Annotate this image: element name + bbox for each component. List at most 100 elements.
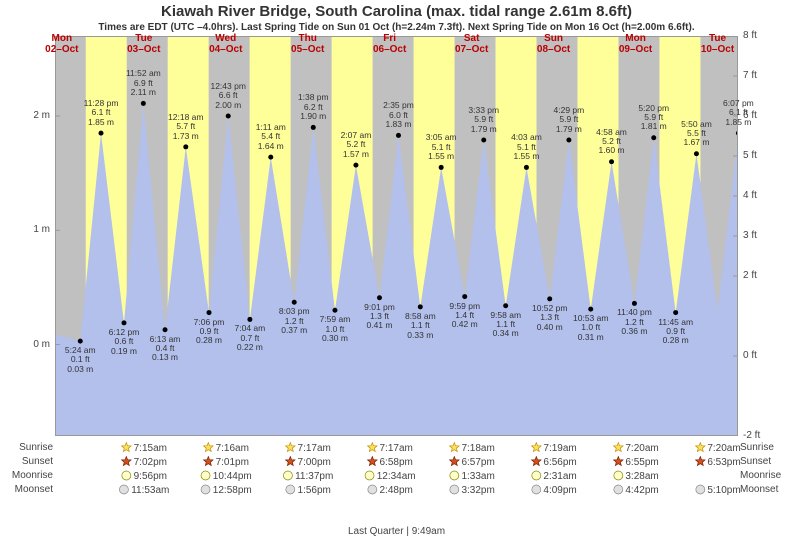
- sunset-entry: 6:53pm: [694, 456, 740, 468]
- moonset-time: 4:42pm: [625, 485, 658, 496]
- moonrise-time: 2:31am: [543, 471, 576, 482]
- high-tide-label: 3:33 pm5.9 ft1.79 m: [468, 106, 499, 134]
- sunset-entry: 6:55pm: [612, 456, 658, 468]
- sunrise-star-icon: [612, 442, 623, 453]
- moonrise-time: 11:37pm: [295, 471, 333, 482]
- moonset-moon-icon: [694, 484, 705, 495]
- sunset-entry: 7:02pm: [121, 456, 167, 468]
- sunset-entry: 7:00pm: [285, 456, 331, 468]
- high-tide-label: 5:50 am5.5 ft1.67 m: [681, 120, 712, 148]
- y-left-tick: 1 m: [5, 224, 50, 235]
- moonset-entry: 12:58pm: [200, 484, 252, 496]
- moonrise-time: 3:28am: [625, 471, 658, 482]
- sunrise-label: Sunrise: [5, 442, 53, 453]
- high-tide-label: 11:52 am6.9 ft2.11 m: [126, 69, 161, 97]
- moonrise-entry: 9:56pm: [121, 470, 167, 482]
- moonrise-moon-icon: [530, 470, 541, 481]
- moonrise-moon-icon: [364, 470, 375, 481]
- date-header: Sat07–Oct: [447, 33, 497, 55]
- y-right-tick: 7 ft: [743, 70, 788, 81]
- low-tide-label: 10:53 am1.0 ft0.31 m: [573, 314, 608, 342]
- low-tide-label: 9:59 pm1.4 ft0.42 m: [449, 302, 480, 330]
- date-header: Sun08–Oct: [529, 33, 579, 55]
- moonrise-moon-icon: [612, 470, 623, 481]
- moonrise-entry: 10:44pm: [200, 470, 252, 482]
- low-tide-label: 7:59 am1.0 ft0.30 m: [320, 315, 351, 343]
- y-left-tick: 2 m: [5, 110, 50, 121]
- sunrise-entry: 7:18am: [448, 442, 494, 454]
- sunrise-star-icon: [285, 442, 296, 453]
- chart-title: Kiawah River Bridge, South Carolina (max…: [0, 3, 793, 20]
- y-right-tick: 8 ft: [743, 30, 788, 41]
- moonset-entry: 4:09pm: [530, 484, 576, 496]
- low-tide-label: 11:45 am0.9 ft0.28 m: [658, 318, 693, 346]
- sunset-star-icon: [285, 456, 296, 467]
- moonset-entry: 4:42pm: [612, 484, 658, 496]
- moonset-time: 12:58pm: [213, 485, 252, 496]
- sunset-time: 7:00pm: [298, 457, 331, 468]
- y-right-tick: -2 ft: [743, 430, 788, 441]
- moonrise-moon-icon: [282, 470, 293, 481]
- high-tide-label: 11:28 pm6.1 ft1.85 m: [84, 99, 119, 127]
- sunset-star-icon: [448, 456, 459, 467]
- sunrise-entry: 7:15am: [121, 442, 167, 454]
- moonset-label-right: Moonset: [740, 484, 788, 495]
- moonrise-label-right: Moonrise: [740, 470, 788, 481]
- low-tide-label: 8:03 pm1.2 ft0.37 m: [279, 307, 310, 335]
- y-left-tick: 0 m: [5, 339, 50, 350]
- moonset-moon-icon: [530, 484, 541, 495]
- low-tide-label: 9:01 pm1.3 ft0.41 m: [364, 303, 395, 331]
- sunset-time: 6:57pm: [461, 457, 494, 468]
- moonset-entry: 5:10pm: [694, 484, 740, 496]
- moonset-time: 1:56pm: [298, 485, 331, 496]
- sunset-star-icon: [530, 456, 541, 467]
- moonset-moon-icon: [612, 484, 623, 495]
- sunrise-time: 7:20am: [707, 443, 740, 454]
- moonrise-time: 1:33am: [461, 471, 494, 482]
- moonset-time: 4:09pm: [543, 485, 576, 496]
- sunset-entry: 6:58pm: [366, 456, 412, 468]
- moonset-entry: 1:56pm: [285, 484, 331, 496]
- sunset-time: 6:58pm: [379, 457, 412, 468]
- high-tide-label: 1:38 pm6.2 ft1.90 m: [298, 93, 329, 121]
- moonset-moon-icon: [285, 484, 296, 495]
- sunset-label-right: Sunset: [740, 456, 788, 467]
- sunrise-time: 7:17am: [298, 443, 331, 454]
- plot-area: 0 m1 m2 m-2 ft0 ft2 ft3 ft4 ft5 ft6 ft7 …: [55, 36, 738, 436]
- sunrise-time: 7:19am: [543, 443, 576, 454]
- low-tide-label: 7:06 pm0.9 ft0.28 m: [194, 318, 225, 346]
- high-tide-label: 12:18 am5.7 ft1.73 m: [168, 113, 203, 141]
- date-header: Fri06–Oct: [365, 33, 415, 55]
- date-header: Thu05–Oct: [283, 33, 333, 55]
- sunset-time: 6:53pm: [707, 457, 740, 468]
- moonset-row: MoonsetMoonset11:53am12:58pm1:56pm2:48pm…: [55, 484, 738, 498]
- sunrise-time: 7:17am: [379, 443, 412, 454]
- moonset-moon-icon: [448, 484, 459, 495]
- high-tide-label: 6:07 pm6.1 ft1.85 m: [723, 99, 754, 127]
- high-tide-label: 5:20 pm5.9 ft1.81 m: [638, 104, 669, 132]
- sunset-star-icon: [121, 456, 132, 467]
- high-tide-label: 12:43 pm6.6 ft2.00 m: [210, 82, 245, 110]
- low-tide-label: 6:12 pm0.6 ft0.19 m: [109, 328, 140, 356]
- sunset-star-icon: [366, 456, 377, 467]
- tide-chart: Kiawah River Bridge, South Carolina (max…: [0, 0, 793, 539]
- sunrise-entry: 7:19am: [530, 442, 576, 454]
- moonset-time: 11:53am: [131, 485, 169, 496]
- moonset-entry: 2:48pm: [366, 484, 412, 496]
- moonrise-row: MoonriseMoonrise9:56pm10:44pm11:37pm12:3…: [55, 470, 738, 484]
- high-tide-label: 2:07 am5.2 ft1.57 m: [341, 131, 372, 159]
- moonset-entry: 3:32pm: [448, 484, 494, 496]
- moonrise-entry: 2:31am: [530, 470, 576, 482]
- sunrise-time: 7:16am: [216, 443, 249, 454]
- high-tide-label: 4:29 pm5.9 ft1.79 m: [554, 106, 585, 134]
- sunrise-star-icon: [448, 442, 459, 453]
- sunrise-star-icon: [366, 442, 377, 453]
- date-header: Tue10–Oct: [693, 33, 743, 55]
- sunset-entry: 7:01pm: [203, 456, 249, 468]
- moonset-moon-icon: [366, 484, 377, 495]
- high-tide-label: 3:05 am5.1 ft1.55 m: [426, 133, 457, 161]
- sunset-entry: 6:56pm: [530, 456, 576, 468]
- sunrise-star-icon: [121, 442, 132, 453]
- moonrise-moon-icon: [121, 470, 132, 481]
- date-header: Wed04–Oct: [201, 33, 251, 55]
